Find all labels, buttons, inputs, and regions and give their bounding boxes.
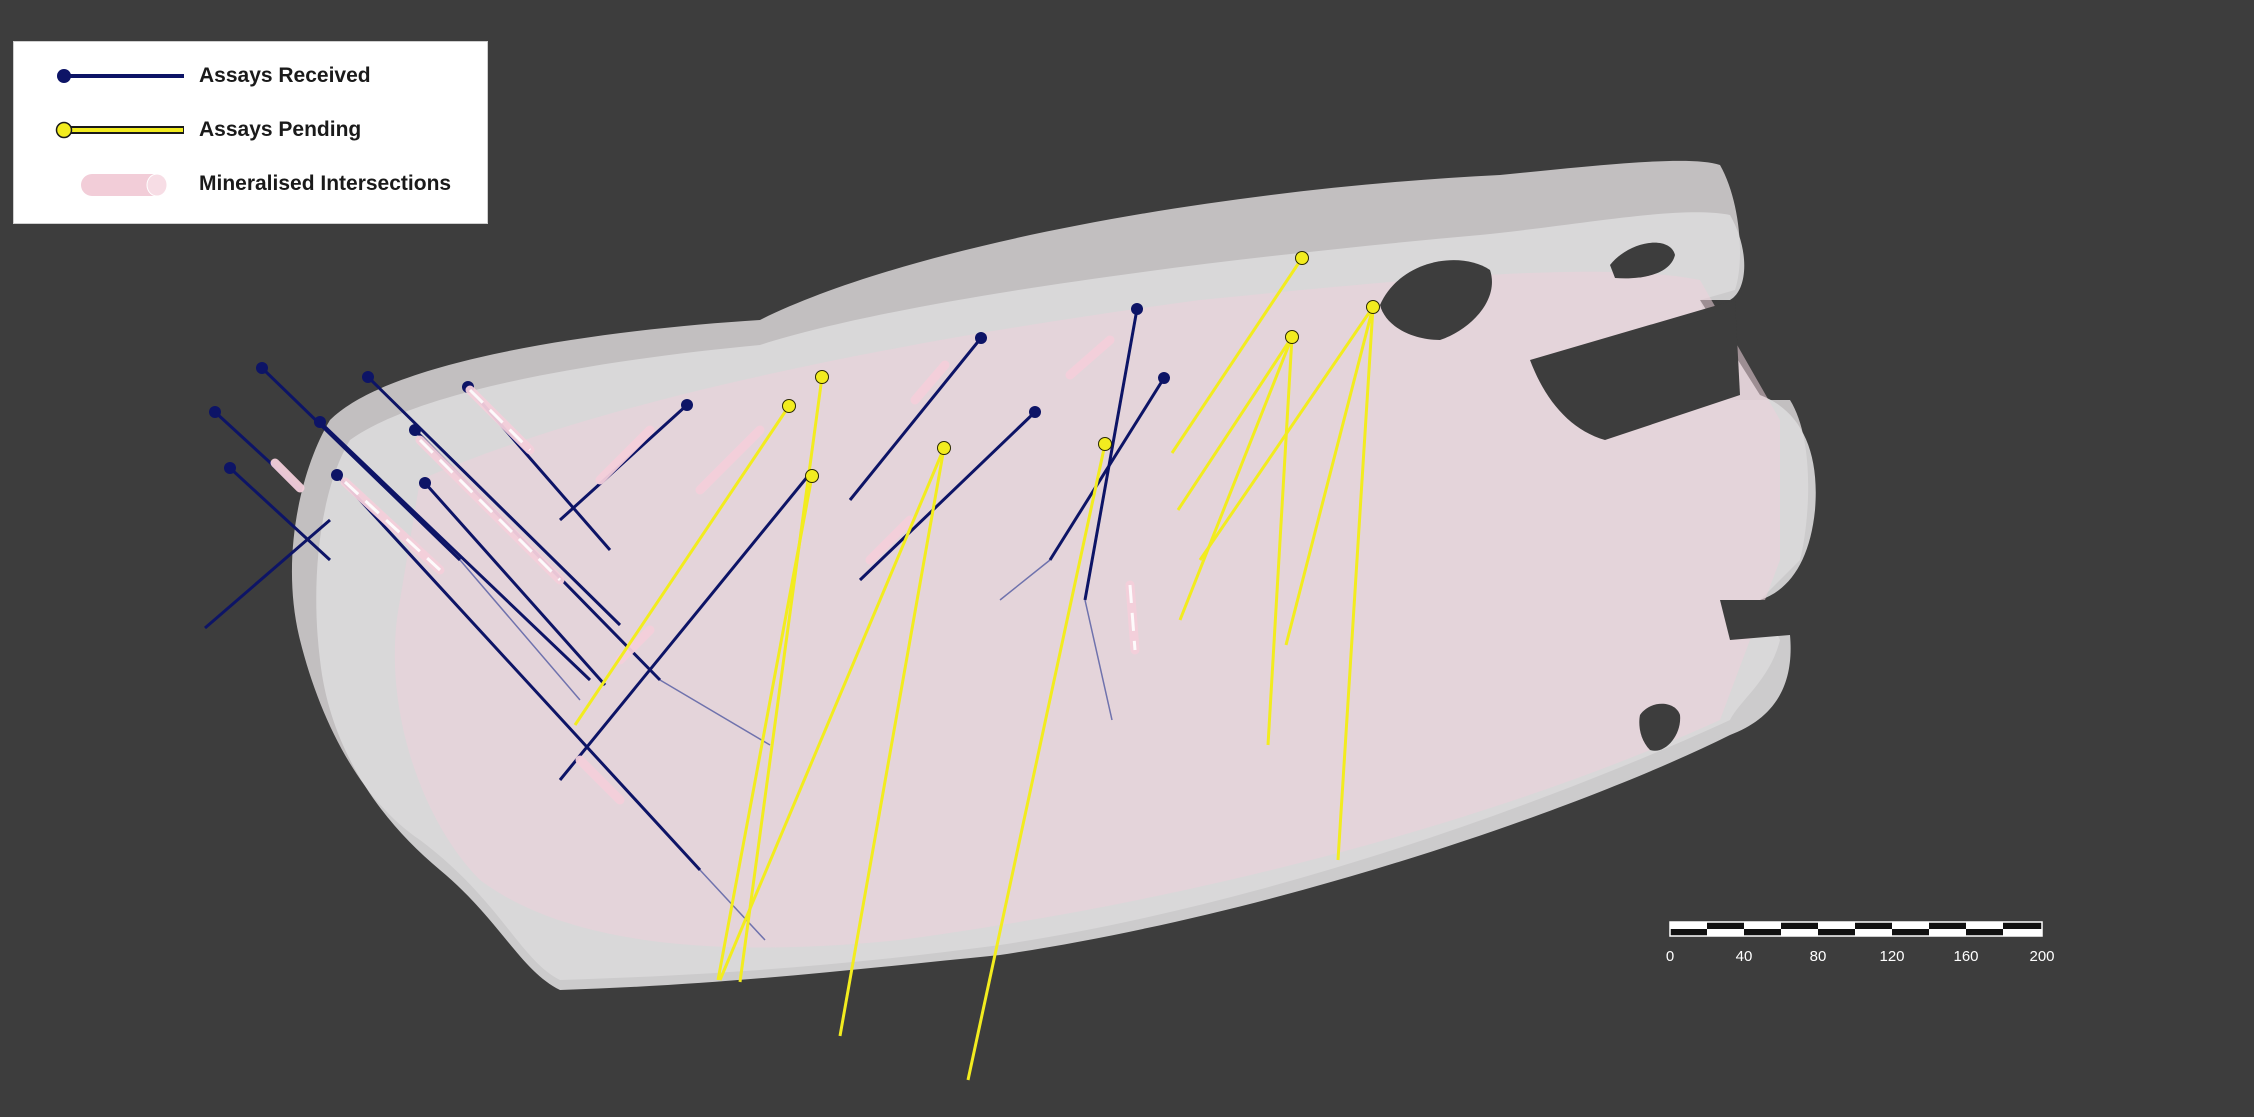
pending-hole — [1198, 306, 1375, 561]
received-hole — [318, 420, 592, 682]
pending-collar — [937, 441, 951, 455]
received-hole — [848, 337, 983, 501]
pending-hole — [718, 447, 946, 981]
received-collar — [331, 469, 343, 481]
orebody-gap-middle — [1530, 300, 1740, 440]
legend-received-label: Assays Received — [199, 64, 371, 87]
legend-mineralised-label: Mineralised Intersections — [199, 172, 452, 195]
pending-hole — [1170, 257, 1304, 454]
received-collar — [681, 399, 693, 411]
received-collar — [975, 332, 987, 344]
scale-label-40: 40 — [1735, 948, 1753, 965]
pending-hole — [966, 443, 1107, 1081]
orebody-gap-lower — [1639, 703, 1681, 751]
orebody-gap-upper — [1380, 260, 1492, 340]
received-collar — [1029, 406, 1041, 418]
mineralised-intersection — [575, 755, 625, 805]
received-collar — [224, 462, 236, 474]
received-line-icon — [57, 69, 184, 83]
pending-hole — [1176, 336, 1294, 511]
pending-hole — [1336, 306, 1375, 861]
received-hole — [858, 410, 1037, 582]
pending-collar — [1366, 300, 1380, 314]
mineralised-highlights — [343, 388, 1137, 651]
pending-collar — [1295, 251, 1309, 265]
pending-collar — [815, 370, 829, 384]
received-hole — [1048, 377, 1166, 561]
received-collar — [409, 424, 421, 436]
legend-item-pending: Assays Pending — [14, 110, 487, 150]
received-drillholes — [204, 308, 1166, 872]
received-collar — [209, 406, 221, 418]
scale-bar-graphic — [1669, 921, 2043, 937]
received-collar — [1131, 303, 1143, 315]
received-hole — [335, 473, 702, 872]
orebody-gap-base — [1720, 600, 1790, 640]
scale-label-160: 160 — [1953, 948, 1979, 965]
scale-bar: 0 40 80 120 160 200 — [1665, 918, 2065, 968]
pending-collar — [782, 399, 796, 413]
pending-hole — [716, 475, 814, 981]
pending-collar — [1098, 437, 1112, 451]
received-collar — [314, 416, 326, 428]
received-hole — [260, 366, 462, 562]
mineralised-intersection — [695, 425, 765, 495]
pending-collar — [805, 469, 819, 483]
received-hole — [366, 375, 622, 627]
legend-item-mineralised: Mineralised Intersections — [14, 164, 487, 204]
pending-line-icon — [55, 121, 184, 139]
pending-hole — [1266, 336, 1294, 746]
mineralised-intersection — [595, 425, 655, 485]
pending-collars — [782, 251, 1380, 483]
received-collar — [362, 371, 374, 383]
legend-item-received: Assays Received — [14, 56, 487, 96]
mineralised-intersection — [1065, 335, 1115, 380]
legend: Assays Received Assays Pending Mineralis… — [13, 41, 488, 224]
mineralised-intersection — [910, 360, 950, 405]
received-collar — [256, 362, 268, 374]
mineralised-intersection — [270, 458, 305, 493]
received-hole — [1083, 308, 1139, 601]
legend-pending-label: Assays Pending — [199, 118, 362, 141]
received-collar — [1158, 372, 1170, 384]
received-hole — [423, 482, 607, 686]
received-hole — [228, 466, 332, 562]
pending-hole — [1284, 306, 1375, 646]
pending-hole — [573, 405, 791, 726]
pending-hole — [838, 447, 946, 1037]
pending-collar — [1285, 330, 1299, 344]
scale-label-80: 80 — [1809, 948, 1827, 965]
received-hole — [558, 475, 810, 781]
orebody-gap-top — [1610, 242, 1675, 279]
pending-hole — [1178, 336, 1294, 621]
mineralised-cylinder-icon — [81, 173, 168, 197]
received-hole — [204, 518, 331, 630]
scale-label-200: 200 — [2029, 948, 2055, 965]
scale-label-120: 120 — [1879, 948, 1905, 965]
received-collar — [419, 477, 431, 489]
scale-label-0: 0 — [1665, 948, 1675, 965]
mineralised-intersection — [865, 515, 915, 565]
mineralised-intersection — [615, 625, 655, 665]
received-collars — [209, 303, 1170, 489]
